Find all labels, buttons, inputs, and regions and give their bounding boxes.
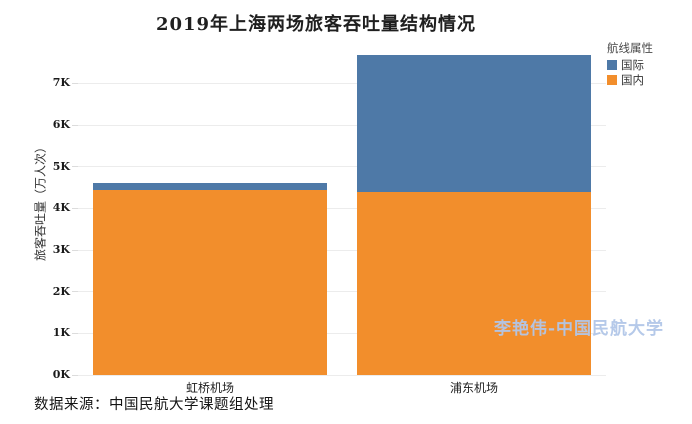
legend: 航线属性 国际 国内 — [607, 40, 653, 86]
legend-label: 国际 — [621, 58, 644, 72]
y-tick-mark — [72, 166, 78, 168]
y-tick-mark — [72, 332, 78, 334]
bar-segment-国内-浦东机场 — [357, 191, 591, 375]
y-tick-mark — [72, 291, 78, 293]
x-tick-label: 虹桥机场 — [185, 381, 234, 395]
gridline — [78, 291, 606, 293]
gridline — [78, 249, 606, 251]
gridline — [78, 207, 606, 209]
x-tick-label: 浦东机场 — [449, 381, 498, 395]
legend-item: 国内 — [607, 74, 653, 86]
gridline — [78, 332, 606, 334]
bar-segment-国际-虹桥机场 — [93, 183, 327, 190]
y-tick-label: 5K — [52, 159, 70, 173]
legend-swatch-icon — [607, 60, 617, 70]
y-tick-mark — [72, 207, 78, 209]
y-tick-label: 2K — [52, 284, 70, 298]
bar-segment-国内-虹桥机场 — [93, 189, 327, 375]
legend-item: 国际 — [607, 59, 653, 71]
y-tick-mark — [72, 82, 78, 84]
y-tick-label: 7K — [52, 76, 70, 90]
legend-swatch-icon — [607, 75, 617, 85]
y-tick-label: 1K — [52, 326, 70, 340]
y-tick-label: 3K — [52, 243, 70, 257]
y-tick-mark — [72, 249, 78, 251]
source-note: 数据来源：中国民航大学课题组处理 — [34, 397, 274, 413]
y-tick-label: 6K — [52, 118, 70, 132]
chart-title: 2019年上海两场旅客吞吐量结构情况 — [155, 14, 477, 35]
gridline — [78, 166, 606, 168]
gridline — [78, 124, 606, 126]
legend-title: 航线属性 — [607, 41, 653, 55]
y-tick-mark — [72, 374, 78, 376]
y-tick-mark — [72, 124, 78, 126]
legend-label: 国内 — [621, 73, 644, 87]
gridline — [78, 82, 606, 84]
plot-area: 0K 1K 2K 3K 4K 5K 6K 7K 虹桥机场 浦东机场 — [53, 46, 606, 395]
y-tick-label: 4K — [52, 201, 70, 215]
gridline — [78, 374, 606, 376]
bar-segment-国际-浦东机场 — [357, 55, 591, 192]
y-tick-label: 0K — [52, 368, 70, 381]
legend-items: 国际 国内 — [607, 59, 653, 86]
watermark: 李艳伟-中国民航大学 — [494, 319, 665, 339]
